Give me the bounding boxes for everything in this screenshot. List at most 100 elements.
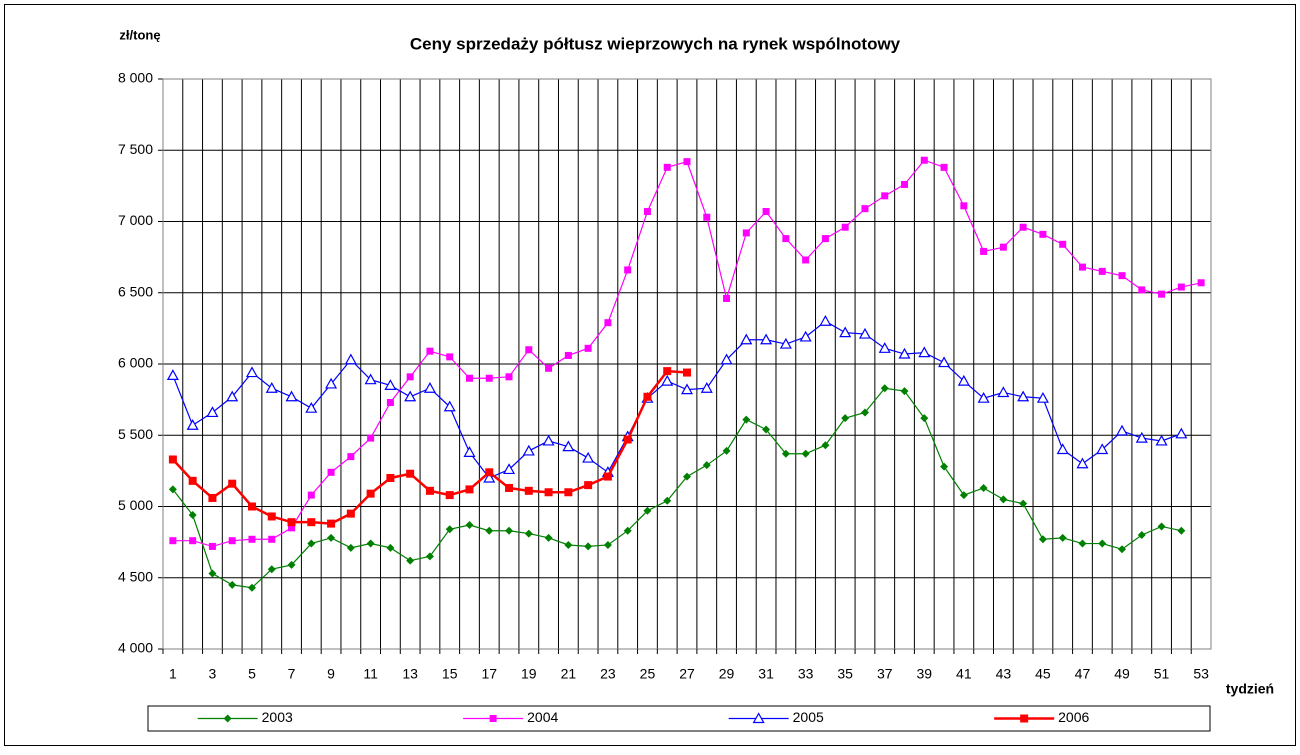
marker: [997, 386, 1010, 398]
x-tick-label: 15: [442, 666, 458, 682]
marker: [325, 377, 338, 389]
marker: [247, 502, 256, 511]
marker: [860, 408, 869, 417]
marker: [779, 337, 792, 349]
marker: [880, 384, 889, 393]
marker: [841, 414, 850, 423]
marker: [386, 398, 394, 406]
marker: [267, 512, 276, 521]
marker: [802, 256, 810, 264]
marker: [898, 347, 911, 359]
y-tick-label: 7 500: [118, 141, 153, 157]
marker: [268, 535, 276, 543]
marker: [307, 518, 316, 527]
series-line: [172, 387, 1182, 589]
marker: [544, 533, 553, 542]
marker: [247, 583, 256, 592]
marker: [364, 373, 377, 385]
marker: [584, 481, 593, 490]
marker: [564, 540, 573, 549]
y-tick-label: 4 000: [118, 640, 153, 656]
marker: [643, 392, 652, 401]
plot-border: [162, 78, 1212, 650]
marker: [347, 453, 355, 461]
x-tick-label: 21: [561, 666, 577, 682]
marker: [208, 569, 217, 578]
marker: [544, 488, 553, 497]
y-tick-label: 6 500: [118, 283, 153, 299]
marker: [683, 472, 691, 481]
marker: [485, 526, 494, 535]
marker: [1118, 272, 1126, 280]
marker: [918, 346, 931, 358]
marker: [901, 180, 909, 188]
marker: [404, 390, 417, 402]
marker: [522, 444, 535, 456]
marker: [977, 391, 990, 403]
marker: [1137, 531, 1146, 539]
marker: [1098, 539, 1107, 548]
marker: [821, 235, 829, 243]
marker: [663, 367, 672, 376]
marker: [819, 315, 832, 326]
marker: [1096, 443, 1109, 455]
marker: [228, 537, 236, 545]
marker: [327, 519, 336, 528]
marker: [265, 381, 278, 393]
marker: [604, 319, 612, 327]
marker: [881, 192, 889, 200]
marker: [999, 243, 1007, 251]
marker: [505, 483, 514, 492]
marker: [208, 493, 217, 502]
marker: [980, 247, 988, 255]
marker: [287, 560, 296, 569]
marker: [742, 229, 750, 237]
x-tick-label: 19: [521, 666, 537, 682]
marker: [245, 366, 259, 378]
marker: [1197, 279, 1205, 287]
marker: [169, 537, 177, 545]
marker: [782, 235, 790, 243]
marker: [248, 535, 256, 543]
marker: [938, 356, 951, 368]
marker: [446, 353, 454, 361]
marker: [1138, 286, 1146, 294]
marker: [463, 446, 476, 457]
marker: [722, 446, 731, 455]
marker: [584, 344, 592, 352]
legend-marker: [1020, 714, 1029, 723]
y-axis-label: zł/tonę: [119, 27, 160, 42]
x-tick-label: 53: [1193, 666, 1209, 682]
marker: [1157, 522, 1166, 531]
marker: [821, 441, 830, 450]
x-tick-label: 37: [877, 666, 893, 682]
marker: [940, 163, 948, 171]
marker: [878, 342, 891, 353]
x-tick-label: 3: [209, 666, 217, 682]
marker: [503, 463, 516, 475]
marker: [542, 434, 555, 446]
marker: [1078, 263, 1086, 271]
marker: [327, 533, 336, 542]
x-axis-label: tydzień: [1226, 681, 1274, 697]
marker: [346, 543, 355, 552]
marker: [465, 485, 474, 494]
x-tick-label: 11: [363, 666, 378, 682]
marker: [858, 327, 871, 339]
marker: [344, 353, 357, 365]
marker: [1116, 424, 1129, 436]
marker: [957, 374, 970, 386]
y-tick-label: 7 000: [118, 212, 153, 228]
marker: [720, 353, 733, 365]
marker: [384, 379, 397, 390]
marker: [188, 476, 197, 485]
x-tick-label: 33: [798, 666, 814, 682]
marker: [1076, 457, 1089, 469]
marker: [700, 381, 713, 393]
x-tick-label: 51: [1154, 666, 1170, 682]
marker: [1059, 240, 1067, 248]
marker: [900, 387, 909, 396]
marker: [1175, 427, 1188, 439]
marker: [208, 542, 216, 550]
